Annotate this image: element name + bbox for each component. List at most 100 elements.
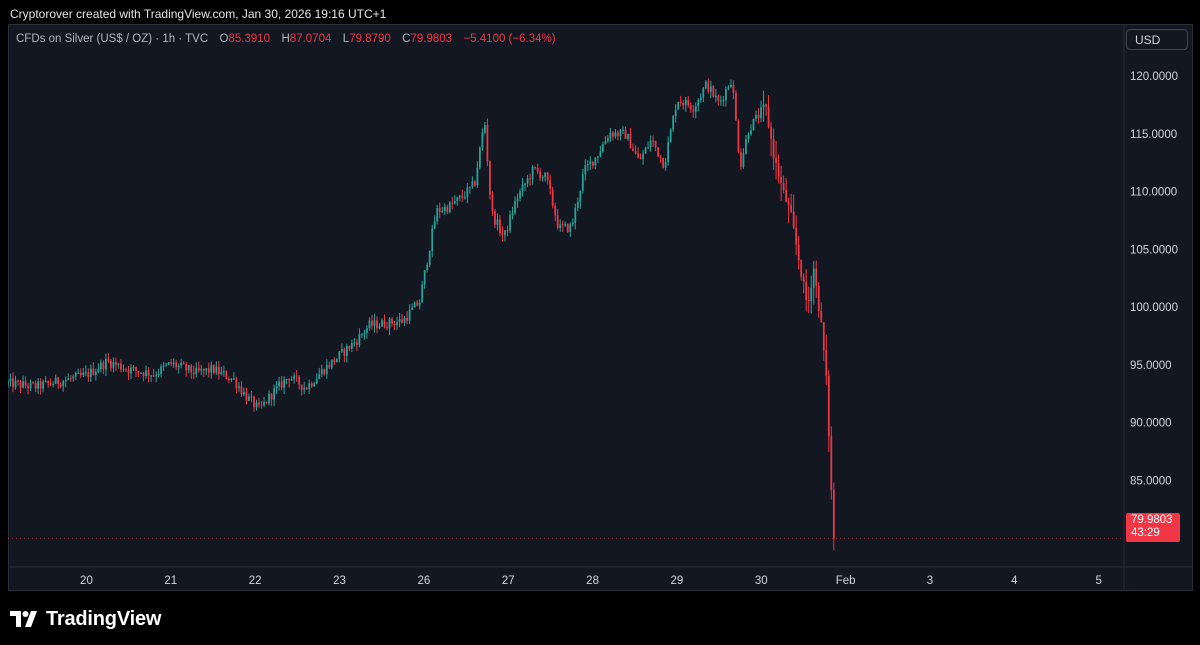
candle-body xyxy=(147,370,150,377)
candle-body xyxy=(343,348,346,356)
candle-body xyxy=(150,375,152,377)
candle-body xyxy=(338,351,341,359)
candle-body xyxy=(594,157,597,166)
candle-body xyxy=(330,359,333,368)
candle-body xyxy=(64,380,67,382)
tradingview-logo-icon xyxy=(10,611,37,627)
candle-body xyxy=(127,369,130,374)
candle-body xyxy=(371,320,373,326)
close-value: 79.9803 xyxy=(410,33,453,45)
candlestick-chart[interactable]: 85.0000 90.0000 95.0000 100.0000 105.0000 110… xyxy=(8,24,1193,591)
candle-body xyxy=(185,364,188,371)
candle-body xyxy=(348,346,351,349)
candle-body xyxy=(192,372,195,375)
candle-body xyxy=(175,362,178,368)
candle-body xyxy=(200,368,203,371)
candle-body xyxy=(684,99,687,106)
low-value: 79.8790 xyxy=(349,33,391,45)
candle-body xyxy=(145,370,147,377)
x-tick-label: 3 xyxy=(927,575,933,587)
candle-body xyxy=(132,367,135,369)
bar-countdown: 43:29 xyxy=(1131,527,1160,539)
candle-body xyxy=(667,142,670,163)
candle-body xyxy=(622,129,624,131)
candle-body xyxy=(398,319,401,322)
candle-body xyxy=(120,363,122,370)
candle-body xyxy=(534,166,536,169)
currency-button[interactable]: USD xyxy=(1126,29,1188,50)
candle-body xyxy=(725,89,727,101)
candle-body xyxy=(446,206,449,213)
candle-body xyxy=(579,190,582,203)
candle-body xyxy=(489,161,491,195)
candle-body xyxy=(802,276,805,282)
candle-body xyxy=(607,138,609,142)
candle-body xyxy=(827,375,830,437)
ohlc-legend: CFDs on Silver (US$ / OZ) · 1h · TVC O85… xyxy=(16,33,556,45)
candle-body xyxy=(757,114,760,119)
candle-body xyxy=(428,251,431,265)
candle-body xyxy=(672,116,675,130)
candle-body xyxy=(268,393,270,404)
candle-body xyxy=(785,189,788,202)
candle-body xyxy=(62,381,65,387)
candle-body xyxy=(536,168,539,172)
candle-body xyxy=(265,401,268,404)
candle-body xyxy=(351,343,353,349)
candle-body xyxy=(240,386,243,394)
candle-body xyxy=(737,120,740,152)
candle-body xyxy=(22,381,24,388)
candle-body xyxy=(288,379,291,381)
candle-body xyxy=(604,141,607,145)
candle-body xyxy=(401,319,403,323)
candle-body xyxy=(496,219,499,225)
candle-body xyxy=(130,367,132,374)
candle-body xyxy=(511,213,514,216)
y-tick-label: 90.0000 xyxy=(1130,418,1172,430)
candle-body xyxy=(396,321,398,326)
candle-body xyxy=(750,130,752,135)
candle-body xyxy=(24,381,27,386)
candle-body xyxy=(190,365,193,373)
candle-body xyxy=(800,260,803,277)
x-tick-label: 22 xyxy=(249,575,262,587)
candle-body xyxy=(433,221,436,229)
candle-body xyxy=(448,202,451,213)
candle-body xyxy=(305,387,308,390)
open-label: O xyxy=(219,33,229,45)
candle-body xyxy=(571,222,574,225)
candle-body xyxy=(54,377,57,385)
candle-body xyxy=(790,205,793,212)
y-tick-label: 120.0000 xyxy=(1130,71,1178,83)
candle-body xyxy=(795,227,798,245)
candle-body xyxy=(195,367,198,375)
x-tick-label: 30 xyxy=(755,575,768,587)
candle-body xyxy=(97,369,100,372)
candle-body xyxy=(586,163,589,166)
candle-body xyxy=(17,380,19,382)
candle-body xyxy=(32,382,34,384)
candle-body xyxy=(308,383,311,390)
candle-body xyxy=(712,86,715,97)
x-tick-label: 20 xyxy=(80,575,93,587)
candle-body xyxy=(494,211,496,225)
candle-body xyxy=(426,264,429,271)
x-tick-label: Feb xyxy=(836,575,856,587)
candle-body xyxy=(79,372,82,376)
candle-body xyxy=(574,207,577,223)
candle-body xyxy=(416,302,419,306)
candle-body xyxy=(152,375,155,377)
candle-body xyxy=(230,378,233,380)
candle-body xyxy=(99,362,102,370)
candle-body xyxy=(320,369,323,375)
candle-body xyxy=(722,100,725,102)
candle-body xyxy=(797,244,800,261)
candle-body xyxy=(313,383,316,387)
candles-layer xyxy=(8,78,835,551)
candle-body xyxy=(544,172,547,177)
candle-body xyxy=(215,366,218,373)
candle-body xyxy=(677,102,680,110)
candle-body xyxy=(474,181,476,186)
candle-body xyxy=(591,161,594,166)
candle-body xyxy=(323,369,326,375)
